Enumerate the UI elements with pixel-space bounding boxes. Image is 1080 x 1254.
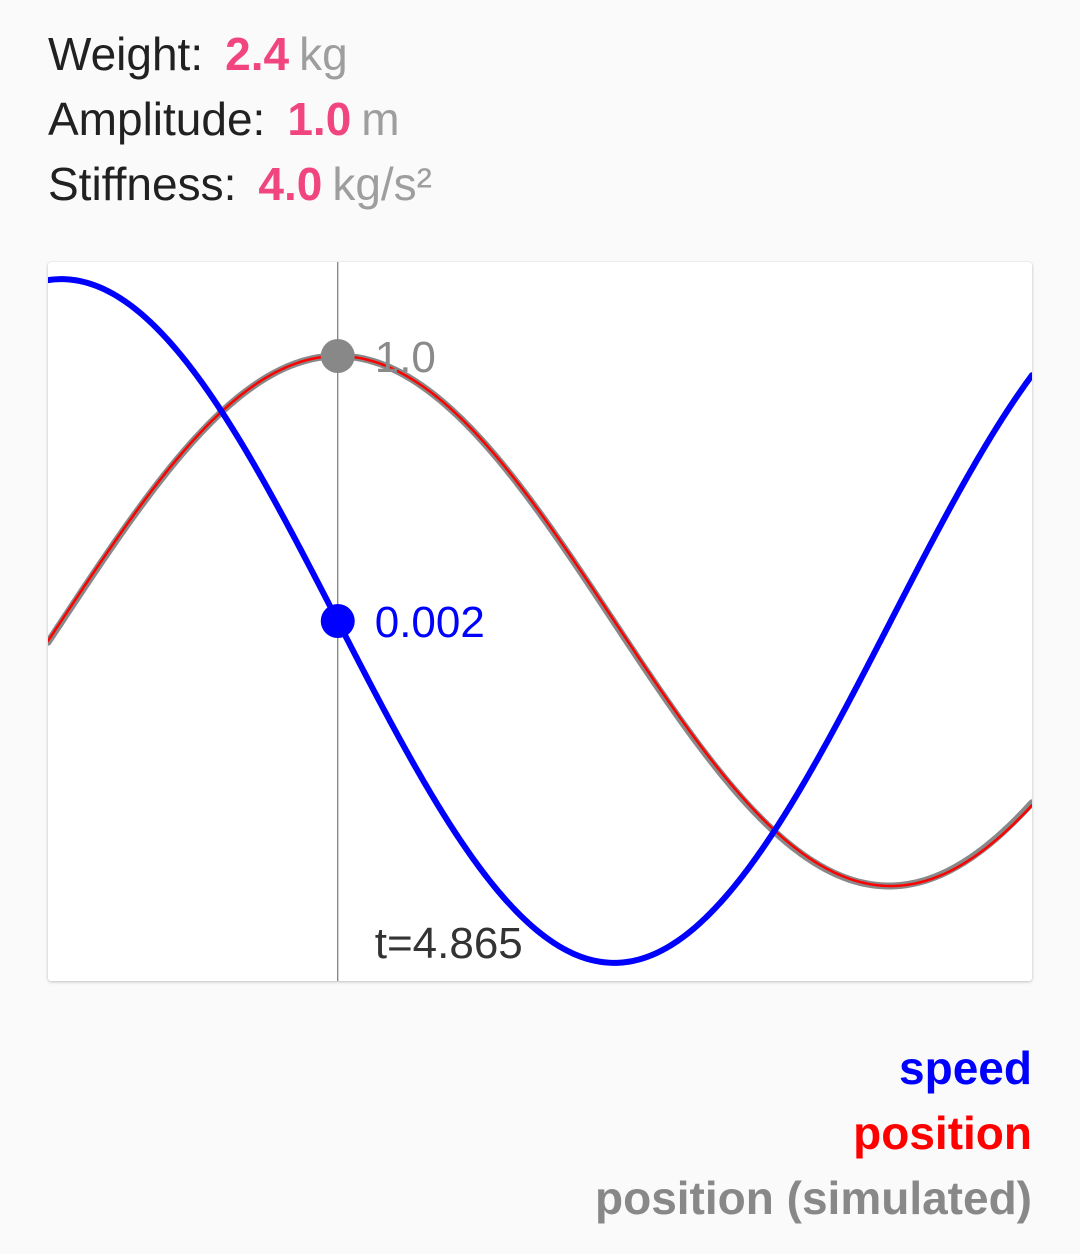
stiffness-value[interactable]: 4.0 [258,158,323,210]
stiffness-label: Stiffness: [48,158,237,210]
amplitude-unit: m [361,93,400,145]
cursor-speed-label: 0.002 [375,598,485,647]
weight-label: Weight: [48,28,204,80]
stiffness-unit: kg/s² [332,158,432,210]
chart-legend: speed position position (simulated) [595,1036,1032,1231]
stiffness-row: Stiffness: 4.0 kg/s² [48,152,432,217]
amplitude-value[interactable]: 1.0 [287,93,352,145]
series-line-speed [48,276,1032,966]
chart-card[interactable]: 1.0 0.002 t=4.865 [48,262,1032,981]
cursor-time-label: t=4.865 [375,919,523,968]
weight-value[interactable]: 2.4 [225,28,290,80]
weight-row: Weight: 2.4 kg [48,22,432,87]
parameter-panel: Weight: 2.4 kg Amplitude: 1.0 m Stiffness: 4.… [48,22,432,217]
series-line-position-simulated [48,352,1032,890]
weight-unit: kg [299,28,348,80]
amplitude-label: Amplitude: [48,93,266,145]
legend-position-simulated: position (simulated) [595,1172,1032,1224]
legend-position: position [853,1107,1032,1159]
cursor-position-label: 1.0 [375,333,436,382]
series-line-position [48,354,1032,888]
cursor-speed-point [320,604,355,639]
cursor-position-point [320,339,355,373]
legend-speed: speed [899,1042,1032,1094]
oscillation-chart[interactable]: 1.0 0.002 t=4.865 [48,262,1032,981]
amplitude-row: Amplitude: 1.0 m [48,87,432,152]
